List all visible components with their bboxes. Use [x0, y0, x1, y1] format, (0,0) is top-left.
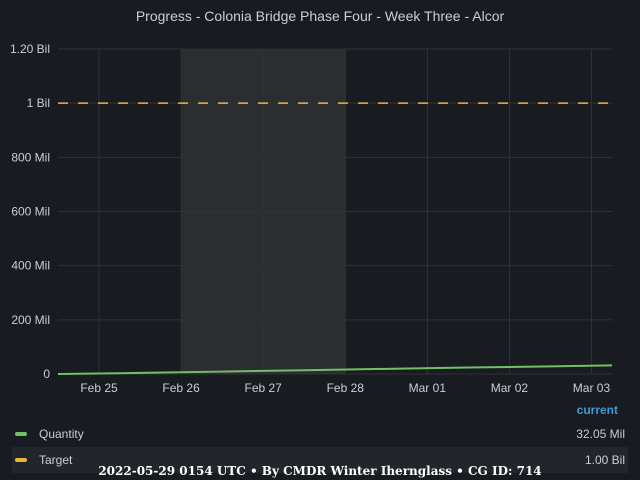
y-tick-label: 0 — [43, 367, 50, 381]
x-tick-label: Mar 01 — [409, 381, 447, 395]
legend-name: Target — [39, 453, 73, 467]
legend-swatch-quantity — [15, 432, 27, 436]
x-tick-label: Feb 27 — [245, 381, 283, 395]
series-layer — [57, 102, 613, 375]
chart-title: Progress - Colonia Bridge Phase Four - W… — [135, 8, 505, 24]
x-tick-label: Mar 03 — [573, 381, 611, 395]
legend-value: 1.00 Bil — [584, 453, 625, 467]
y-tick-label: 600 Mil — [11, 205, 50, 219]
x-tick-label: Feb 28 — [327, 381, 365, 395]
x-tick-label: Feb 25 — [80, 381, 118, 395]
x-tick-label: Mar 02 — [491, 381, 529, 395]
y-tick-label: 800 Mil — [11, 150, 50, 164]
legend-item-quantity[interactable]: Quantity 32.05 Mil — [12, 421, 628, 447]
y-axis-ticks: 0 200 Mil 400 Mil 600 Mil 800 Mil 1 Bil 1.20 B… — [10, 42, 50, 381]
legend-value: 32.05 Mil — [576, 427, 625, 441]
legend-item-target[interactable]: Target 1.00 Bil — [12, 447, 628, 473]
legend-swatch-target — [15, 458, 27, 462]
legend-current-header[interactable]: current — [576, 403, 618, 417]
series-line-quantity — [57, 364, 613, 375]
chart: 0 200 Mil 400 Mil 600 Mil 800 Mil 1 Bil 1.20 B… — [10, 42, 613, 395]
y-tick-label: 1.20 Bil — [10, 42, 50, 56]
footer-credit: 2022-05-29 0154 UTC • By CMDR Winter Ihe… — [98, 464, 542, 478]
y-tick-label: 1 Bil — [27, 96, 50, 110]
y-tick-label: 200 Mil — [11, 313, 50, 327]
x-axis-ticks: Feb 25 Feb 26 Feb 27 Feb 28 Mar 01 Mar 02 Mar … — [80, 381, 610, 395]
y-tick-label: 400 Mil — [11, 259, 50, 273]
legend-name: Quantity — [39, 427, 84, 441]
x-tick-label: Feb 26 — [162, 381, 200, 395]
